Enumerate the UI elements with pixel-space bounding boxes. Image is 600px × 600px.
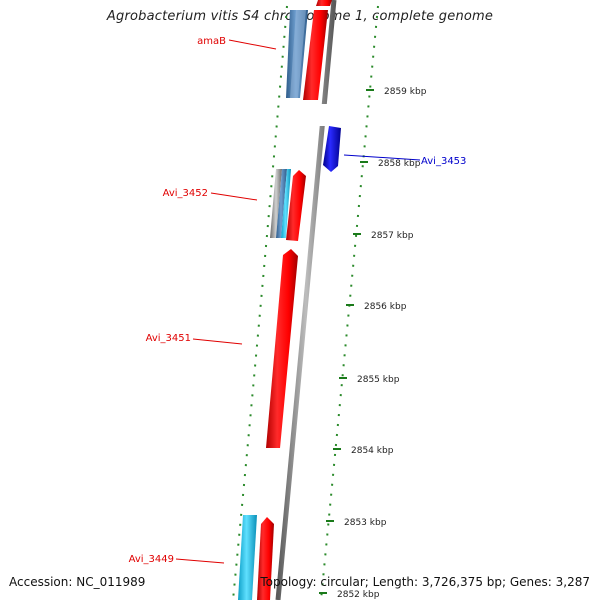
- callout-avi-3452: [210, 192, 258, 201]
- tick-label: 2853 kbp: [344, 518, 387, 528]
- tick-label: 2855 kbp: [357, 375, 400, 385]
- tick-label: 2858 kbp: [378, 159, 421, 169]
- cds-avi-3449-red: [257, 517, 274, 600]
- tick-label: 2854 kbp: [351, 446, 394, 456]
- callout-avi-3453: [343, 154, 421, 161]
- accession-label: Accession: NC_011989: [9, 575, 146, 589]
- tick-label: 2856 kbp: [364, 302, 407, 312]
- callout-avi-3451: [192, 338, 243, 345]
- tick-label: 2857 kbp: [371, 231, 414, 241]
- cds-avi-3452-steel: [276, 169, 287, 238]
- gene-label-avi-3452: Avi_3452: [163, 188, 208, 199]
- callout-avi-3449: [175, 558, 225, 564]
- cds-avi-3453: [323, 126, 341, 172]
- cds-avi-3452-cyan: [281, 169, 291, 238]
- gap-1: [296, 104, 356, 126]
- genome-summary: Topology: circular; Length: 3,726,375 bp…: [260, 575, 590, 589]
- gene-label-avi-3451: Avi_3451: [146, 333, 191, 344]
- tick-label: 2859 kbp: [384, 87, 427, 97]
- callout-amab: [228, 39, 277, 50]
- cds-top-red-end: [316, 0, 332, 6]
- cds-avi-3452-grey: [270, 169, 282, 238]
- cds-avi-3451: [266, 249, 298, 448]
- cds-avi-3452-red: [286, 170, 306, 241]
- gene-label-amab: amaB: [197, 36, 226, 47]
- backbone: [275, 0, 337, 600]
- cds-top-left-block-light: [290, 10, 306, 98]
- tick-label: 2852 kbp: [337, 590, 380, 600]
- cds-avi-3449-cyan: [238, 515, 257, 600]
- cds-top-left-block: [286, 10, 308, 98]
- cds-top-red: [303, 10, 328, 100]
- gene-label-avi-3453: Avi_3453: [421, 156, 466, 167]
- gene-label-avi-3449: Avi_3449: [129, 554, 174, 565]
